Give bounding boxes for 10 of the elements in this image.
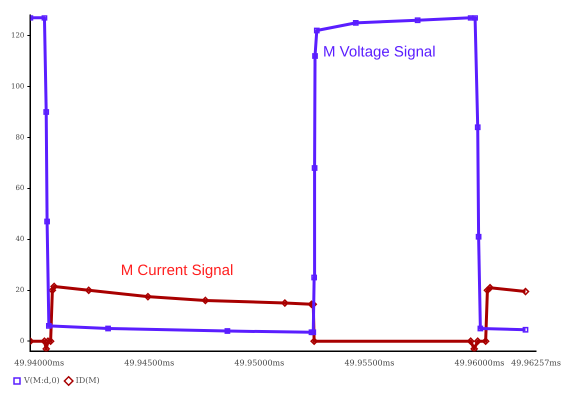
x-tick-label: 49.94500ms	[124, 358, 174, 368]
annotation: M Current Signal	[120, 262, 234, 279]
legend-label: V(M:d,0)	[23, 376, 60, 386]
annotation: M Voltage Signal	[323, 43, 436, 60]
x-tick-label: 49.95000ms	[234, 358, 284, 368]
x-tick-label: 49.94000ms	[14, 358, 64, 368]
x-tick-label: 49.95500ms	[344, 358, 394, 368]
x-tick-label: 49.96257ms	[511, 358, 562, 368]
x-tick-label: 49.96000ms	[454, 358, 504, 368]
legend-label: ID(M)	[76, 376, 100, 386]
